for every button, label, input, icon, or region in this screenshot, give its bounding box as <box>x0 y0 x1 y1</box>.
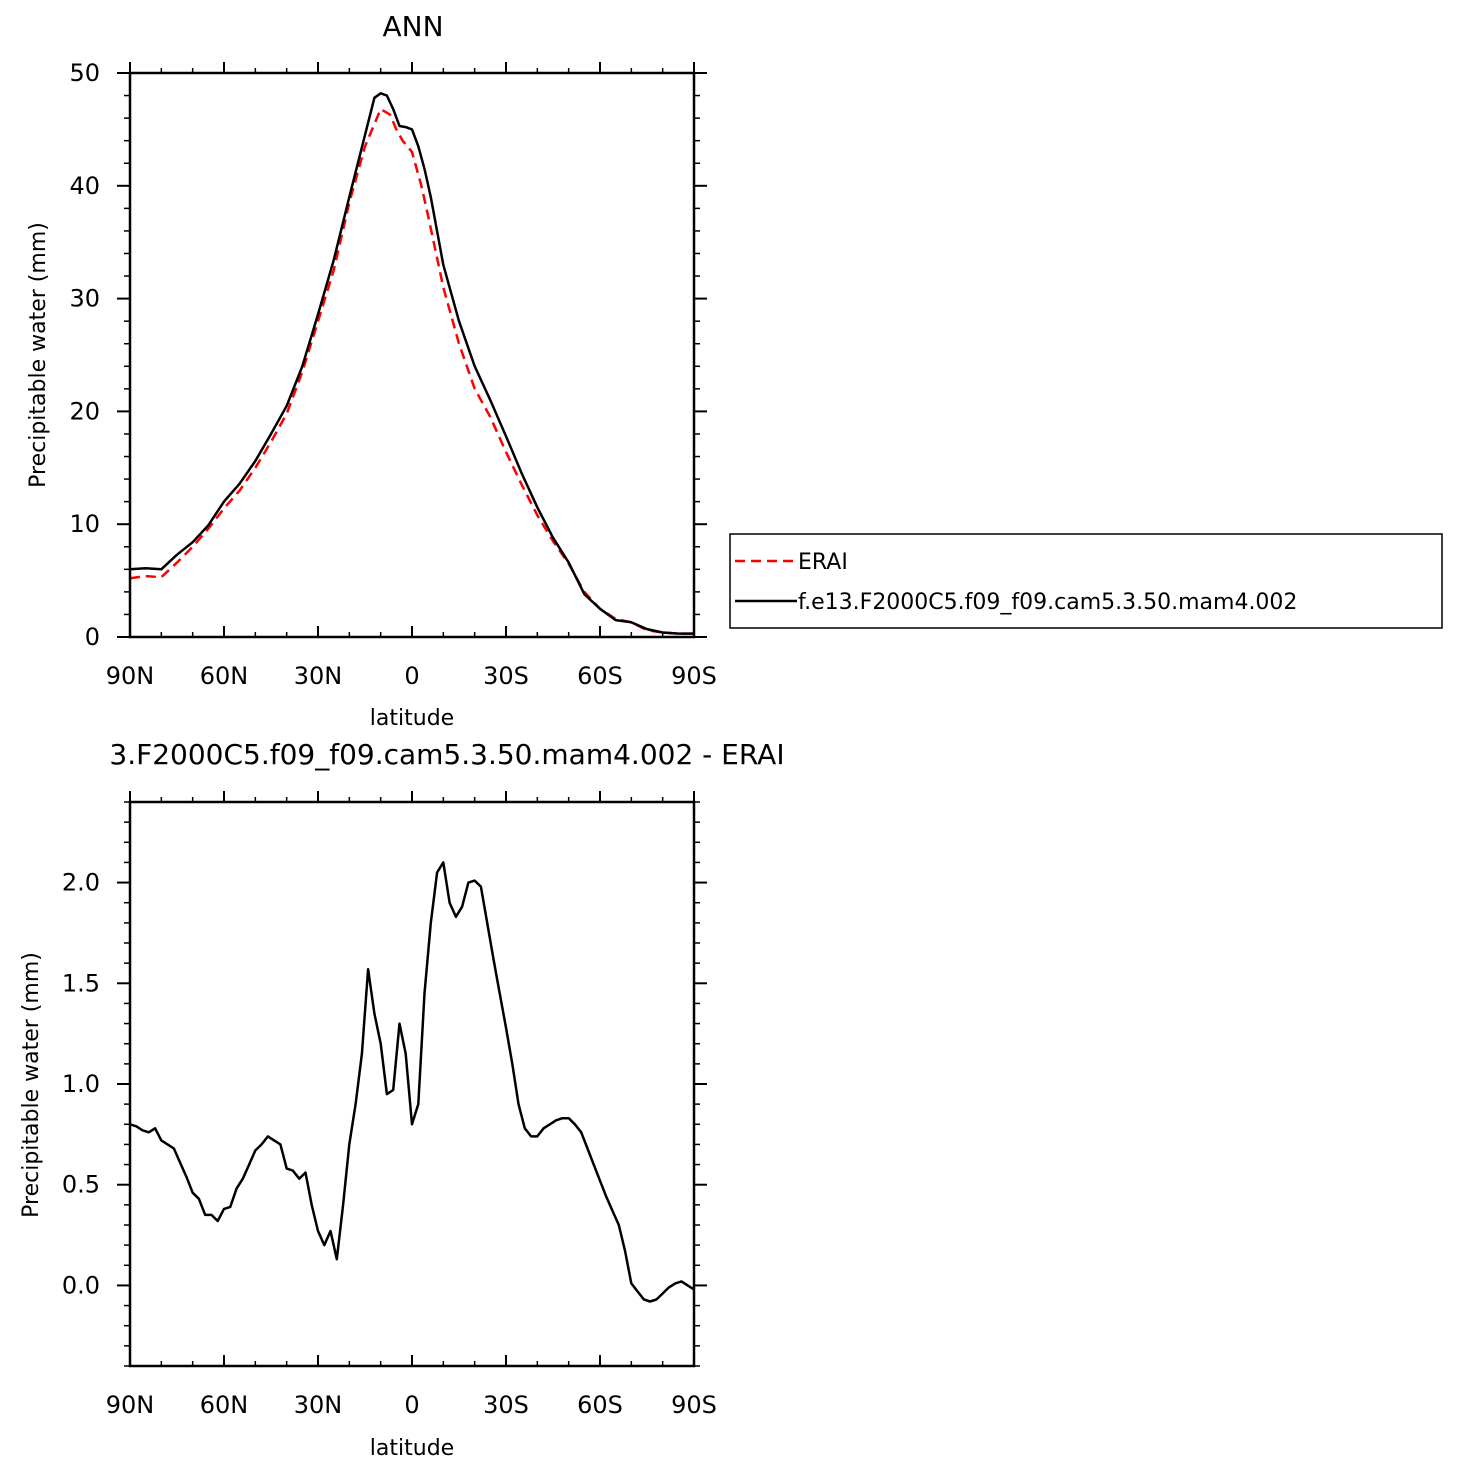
series-line-f-e13-f2000c5-f09-f09-cam5-3-50-mam4-002 <box>129 92 694 635</box>
x-tick-label: 60S <box>577 1391 623 1419</box>
y-axis-label: Precipitable water (mm) <box>19 952 44 1218</box>
legend: ERAI f.e13.F2000C5.f09_f09.cam5.3.50.mam… <box>729 533 1443 629</box>
x-tick-label: 30N <box>294 662 343 690</box>
x-tick-label: 90N <box>106 1391 155 1419</box>
legend-label-erai: ERAI <box>798 550 848 575</box>
y-tick-label: 0.5 <box>62 1171 100 1199</box>
y-tick-label: 30 <box>69 285 100 313</box>
y-tick-label: 40 <box>69 172 100 200</box>
x-tick-label: 0 <box>404 1391 419 1419</box>
y-tick-label: 2.0 <box>62 869 100 897</box>
y-tick-label: 0 <box>85 623 100 651</box>
series-line-difference <box>129 861 695 1303</box>
plot-frame <box>128 71 696 639</box>
x-tick-label: 30N <box>294 1391 343 1419</box>
x-axis-label: latitude <box>370 1436 454 1461</box>
plot-frame <box>128 800 696 1368</box>
y-axis-label: Precipitable water (mm) <box>26 222 51 488</box>
x-tick-label: 30S <box>483 662 529 690</box>
y-tick-label: 0.0 <box>62 1271 100 1299</box>
tick-layer: 90N 60N 30N 0 30S 60S 90S 0 10 20 30 40 50 <box>69 59 716 690</box>
x-tick-label: 0 <box>404 662 419 690</box>
chart-title: 3.F2000C5.f09_f09.cam5.3.50.mam4.002 - E… <box>109 738 784 771</box>
y-tick-label: 50 <box>69 59 100 87</box>
y-tick-label: 1.0 <box>62 1070 100 1098</box>
y-tick-label: 1.5 <box>62 969 100 997</box>
series-layer <box>129 861 695 1303</box>
y-tick-label: 10 <box>69 510 100 538</box>
x-tick-label: 90N <box>106 662 155 690</box>
x-axis-label: latitude <box>370 706 454 731</box>
chart-title: ANN <box>382 10 443 43</box>
series-layer <box>129 92 694 635</box>
panel-bottom: 3.F2000C5.f09_f09.cam5.3.50.mam4.002 - E… <box>19 738 785 1461</box>
x-tick-label: 90S <box>671 1391 717 1419</box>
y-tick-label: 20 <box>69 397 100 425</box>
panel-top: ANN 90N 60N 30N 0 30S 60S 90S 0 10 20 30 40 50 latit… <box>26 10 717 731</box>
x-tick-label: 60N <box>200 1391 249 1419</box>
x-tick-label: 60S <box>577 662 623 690</box>
x-tick-label: 30S <box>483 1391 529 1419</box>
x-tick-label: 60N <box>200 662 249 690</box>
series-line-erai <box>129 107 694 635</box>
legend-box <box>729 533 1443 629</box>
tick-layer: 90N 60N 30N 0 30S 60S 90S 0.0 0.5 1.0 1.5 2.0 <box>62 791 717 1419</box>
x-tick-label: 90S <box>671 662 717 690</box>
legend-label-model: f.e13.F2000C5.f09_f09.cam5.3.50.mam4.002 <box>798 590 1297 615</box>
